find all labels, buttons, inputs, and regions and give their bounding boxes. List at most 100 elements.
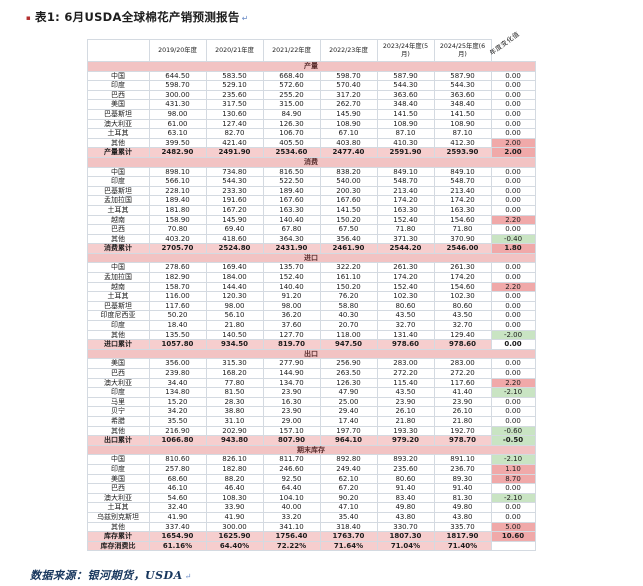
change-cell: 0.00	[490, 80, 536, 91]
value-cell: 37.60	[262, 320, 321, 331]
change-column-header-label: 年度变化值	[487, 29, 521, 57]
value-cell: 118.00	[319, 329, 378, 341]
change-cell: 0.00	[490, 195, 536, 206]
value-cell: 947.50	[319, 339, 378, 350]
value-cell: 181.80	[148, 204, 207, 216]
value-cell: 40.00	[262, 502, 321, 513]
value-cell: 1817.90	[433, 531, 492, 542]
value-cell: 405.50	[262, 137, 321, 149]
value-cell: 235.60	[205, 89, 264, 101]
change-column-header: 年度变化值	[488, 30, 535, 62]
row-label: 库存消费比	[86, 540, 150, 552]
value-cell: 158.70	[148, 281, 207, 293]
change-cell: 0.00	[490, 339, 536, 350]
value-cell: 33.90	[205, 502, 264, 513]
paragraph-mark-icon: ↵	[241, 14, 249, 23]
value-cell: 364.30	[262, 233, 321, 245]
value-cell: 152.40	[262, 272, 321, 283]
header-row: 2019/20年度 2020/21年度 2021/22年度 2022/23年度 2023…	[86, 30, 535, 62]
section-row-exports: 出口	[86, 348, 536, 360]
table-row: 孟加拉国 182.90 184.00 152.40 161.10 174.20 174.20…	[86, 272, 536, 283]
row-label: 印度	[86, 176, 150, 187]
value-cell: 849.10	[433, 166, 492, 178]
value-cell: 261.30	[433, 262, 492, 274]
row-label: 巴西	[86, 483, 150, 494]
value-cell: 192.70	[433, 425, 492, 437]
value-cell: 56.10	[205, 310, 264, 322]
change-cell: 2.20	[490, 281, 536, 293]
value-cell: 29.00	[262, 415, 321, 427]
value-cell: 21.80	[205, 320, 264, 331]
value-cell: 91.40	[376, 483, 435, 494]
value-cell: 898.10	[148, 166, 207, 178]
change-cell: 0.00	[490, 300, 536, 312]
value-cell: 978.60	[433, 339, 492, 350]
change-cell: 0.00	[490, 118, 536, 130]
section-row-imports: 进口	[86, 252, 536, 264]
value-cell: 62.10	[319, 473, 378, 485]
value-cell: 174.20	[376, 272, 435, 283]
row-label: 孟加拉国	[86, 272, 150, 283]
change-cell: -0.50	[490, 435, 536, 446]
row-label: 希腊	[86, 415, 150, 427]
section-row-consumption: 消费	[86, 156, 536, 168]
value-cell: 150.20	[319, 281, 378, 293]
value-cell: 189.40	[262, 185, 321, 197]
row-label: 土耳其	[86, 291, 150, 302]
value-cell: 363.60	[376, 89, 435, 101]
table-row: 印度 134.80 81.50 23.90 47.90 43.50 41.40 -2.10	[86, 387, 536, 398]
year-column-header: 2022/23年度	[319, 39, 378, 62]
value-cell: 200.30	[319, 185, 378, 197]
table-wrap: 2019/20年度 2020/21年度 2021/22年度 2022/23年度 2023…	[86, 30, 557, 552]
change-cell: 8.70	[490, 473, 536, 485]
value-cell: 213.40	[433, 185, 492, 197]
row-label: 巴基斯坦	[86, 108, 150, 120]
value-cell: 67.80	[262, 224, 321, 235]
value-cell: 1654.90	[148, 531, 207, 542]
row-label: 中国	[86, 70, 150, 82]
change-cell: 0.00	[490, 320, 536, 331]
value-cell: 102.30	[376, 291, 435, 302]
value-cell: 89.30	[433, 473, 492, 485]
change-cell: -2.00	[490, 329, 536, 341]
value-cell: 43.50	[376, 310, 435, 322]
table-row: 其他 337.40 300.00 341.10 318.40 330.70 335.70 5.…	[86, 521, 536, 533]
table-body: 产量 中国 644.50 583.50 668.40 598.70 587.90 587.90…	[86, 61, 536, 552]
value-cell: 43.80	[376, 511, 435, 523]
value-cell: 1057.80	[148, 339, 207, 350]
value-cell: 58.80	[319, 300, 378, 312]
value-cell: 1807.30	[376, 531, 435, 542]
value-cell: 548.70	[433, 176, 492, 187]
value-cell: 140.40	[262, 214, 321, 226]
value-cell: 315.30	[205, 358, 264, 369]
value-cell: 49.80	[433, 502, 492, 513]
value-cell: 41.40	[433, 387, 492, 398]
value-cell: 964.10	[319, 435, 378, 446]
value-cell: 348.40	[376, 99, 435, 110]
row-label: 越南	[86, 214, 150, 226]
value-cell: 2705.70	[148, 243, 207, 254]
value-cell: 41.90	[205, 511, 264, 523]
value-cell: 255.20	[262, 89, 321, 101]
value-cell: 126.30	[262, 118, 321, 130]
value-cell: 35.50	[148, 415, 207, 427]
value-cell: 810.60	[148, 454, 207, 465]
value-cell: 300.00	[205, 521, 264, 533]
value-cell: 70.80	[148, 224, 207, 235]
value-cell: 72.22%	[262, 540, 321, 552]
value-cell: 418.60	[205, 233, 264, 245]
value-cell: 61.00	[148, 118, 207, 130]
value-cell: 2546.00	[433, 243, 492, 254]
row-label: 澳大利亚	[86, 377, 150, 389]
change-cell: 2.00	[490, 137, 536, 149]
table-row: 印度尼西亚 50.20 56.10 36.20 40.30 43.50 43.50 0.00	[86, 310, 536, 322]
row-label: 印度	[86, 387, 150, 398]
value-cell: 174.20	[376, 195, 435, 206]
value-cell: 838.20	[319, 166, 378, 178]
table-row: 美国 356.00 315.30 277.90 256.90 283.00 283.00 0.…	[86, 358, 536, 369]
row-label: 巴基斯坦	[86, 300, 150, 312]
table-row: 孟加拉国 189.40 191.60 167.60 167.60 174.20 174.20…	[86, 195, 536, 206]
value-cell: 117.60	[148, 300, 207, 312]
value-cell: 117.60	[433, 377, 492, 389]
table-row: 中国 810.60 826.10 811.70 892.80 893.20 891.10 -2…	[86, 454, 536, 465]
